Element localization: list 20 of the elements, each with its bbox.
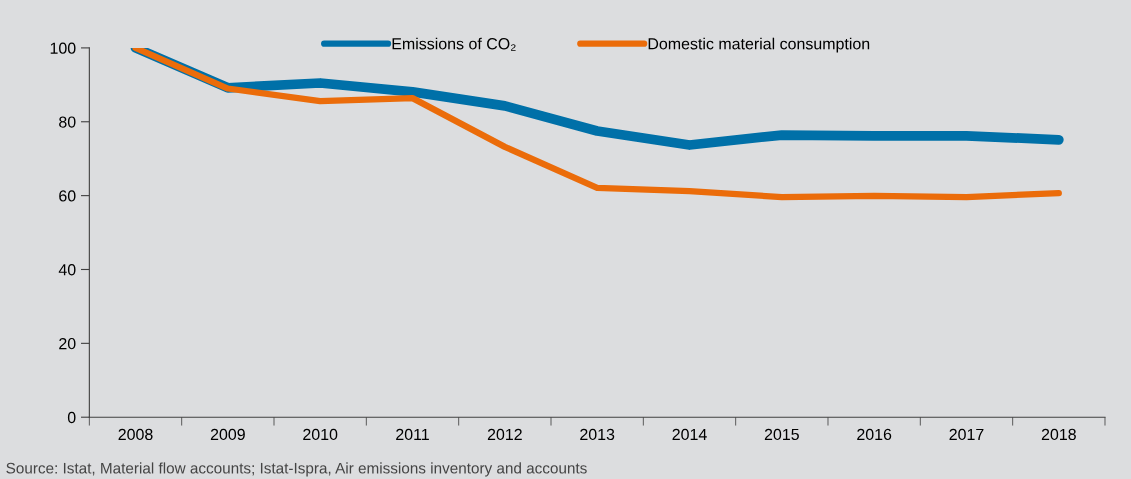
legend-label: Domestic material consumption <box>648 37 870 53</box>
x-tick-label: 2008 <box>118 428 153 441</box>
x-tick-label: 2013 <box>580 428 615 441</box>
x-tick-label: 2009 <box>210 428 245 441</box>
x-tick-label: 2017 <box>949 428 984 441</box>
source-note: Source: Istat, Material flow accounts; Istat-Ispra, Air emissions inventory and accounts <box>6 462 587 477</box>
y-tick-label: 40 <box>58 264 76 276</box>
x-tick-label: 2018 <box>1041 428 1076 441</box>
x-tick-label: 2010 <box>303 428 338 441</box>
x-tick-label: 2014 <box>672 428 707 441</box>
y-tick-label: 0 <box>67 411 76 424</box>
y-tick-label: 20 <box>59 337 76 350</box>
x-tick-label: 2012 <box>487 428 522 441</box>
x-tick-label: 2016 <box>857 428 892 441</box>
x-tick-label: 2015 <box>764 428 799 441</box>
y-tick-label: 100 <box>50 42 76 54</box>
y-tick-label: 60 <box>59 190 76 202</box>
y-tick-label: 80 <box>59 116 76 128</box>
x-tick-label: 2011 <box>396 428 429 441</box>
legend-label: Emissions of CO₂ <box>392 37 516 51</box>
